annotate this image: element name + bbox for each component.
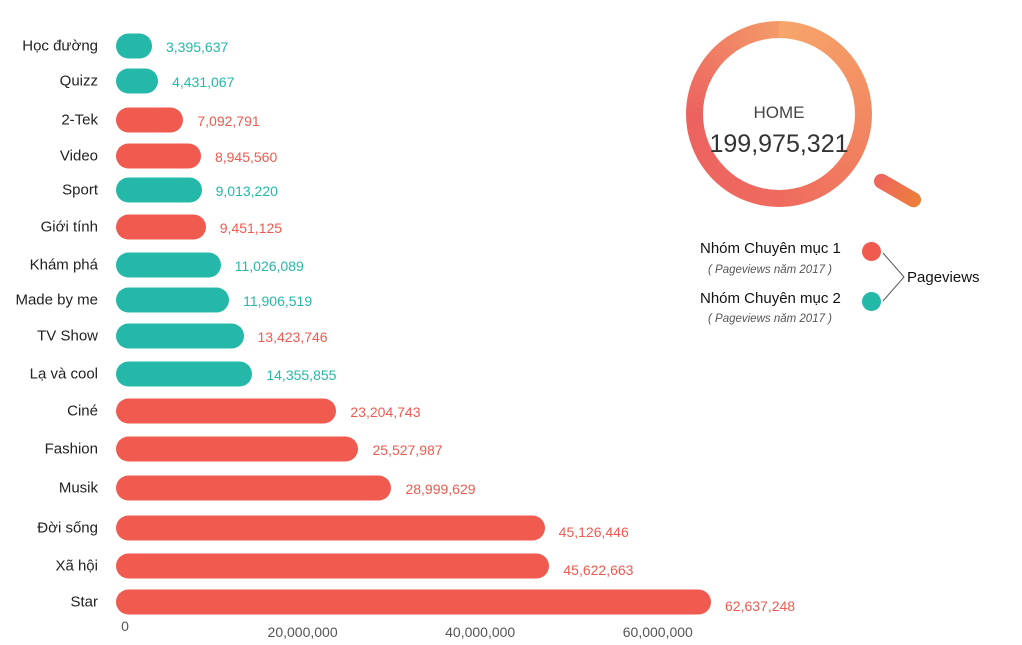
legend-item-1-sub: ( Pageviews năm 2017 ) [708, 264, 833, 276]
value-label: 45,622,663 [563, 562, 634, 578]
value-label: 45,126,446 [558, 524, 629, 540]
category-label: Giới tính [40, 218, 98, 236]
value-label: 4,431,067 [172, 74, 235, 90]
category-label: Đời sống [37, 519, 98, 537]
bar [116, 398, 337, 424]
bar [116, 33, 152, 59]
category-label: Video [59, 147, 98, 165]
bar [116, 252, 221, 278]
category-label: Sport [62, 181, 98, 199]
category-label: Lạ và cool [29, 365, 98, 383]
value-label: 9,451,125 [219, 220, 283, 236]
category-label: Quizz [59, 72, 98, 90]
bar [116, 436, 359, 462]
x-tick-label: 20,000,000 [267, 624, 338, 640]
value-label: 14,355,855 [266, 367, 337, 383]
value-label: 3,395,637 [166, 39, 229, 55]
value-label: 11,026,089 [234, 258, 304, 274]
bar [116, 68, 159, 94]
value-label: 62,637,248 [725, 598, 796, 614]
legend-item-1-name: Nhóm Chuyên mục 1 [700, 240, 841, 257]
x-tick-label: 40,000,000 [445, 624, 516, 640]
x-tick-label: 60,000,000 [622, 624, 693, 640]
home-value: 199,975,321 [709, 130, 849, 158]
bar [116, 361, 253, 387]
category-label: Ciné [67, 402, 98, 420]
x-tick-label: 0 [121, 618, 129, 634]
bar [116, 323, 244, 349]
bar [116, 553, 550, 579]
category-label: TV Show [37, 327, 98, 345]
value-label: 28,999,629 [405, 481, 476, 497]
legend-item-2-sub: ( Pageviews năm 2017 ) [708, 313, 833, 325]
home-total-magnifier-icon: HOME 199,975,321 [686, 21, 872, 207]
value-label: 8,945,560 [214, 149, 278, 165]
value-label: 9,013,220 [215, 183, 278, 199]
bar [116, 214, 206, 240]
category-label: Xã hội [55, 557, 98, 575]
bar [116, 107, 184, 133]
value-label: 23,204,743 [350, 404, 421, 420]
value-label: 11,906,519 [243, 293, 313, 309]
bar [116, 177, 202, 203]
home-label: HOME [753, 103, 805, 122]
category-label: Star [70, 593, 98, 611]
legend-title: Pageviews [907, 269, 980, 286]
category-label: Khám phá [29, 256, 98, 274]
value-label: 25,527,987 [372, 442, 443, 458]
bar [116, 287, 230, 313]
legend-dot-group-1 [862, 242, 881, 261]
bar [116, 475, 392, 501]
legend-dot-group-2 [862, 292, 881, 311]
home-total: HOME 199,975,321 [703, 38, 855, 190]
bar [116, 143, 201, 169]
value-label: 13,423,746 [257, 329, 328, 345]
bar [116, 515, 545, 541]
category-label: Học đường [22, 37, 98, 55]
category-label: Fashion [44, 440, 98, 458]
category-label: 2-Tek [61, 111, 98, 129]
value-label: 7,092,791 [197, 113, 260, 129]
bar [116, 589, 711, 615]
legend-bracket-icon [882, 252, 905, 302]
category-label: Musik [58, 479, 98, 497]
legend-item-2-name: Nhóm Chuyên mục 2 [700, 290, 841, 307]
category-label: Made by me [15, 291, 98, 309]
